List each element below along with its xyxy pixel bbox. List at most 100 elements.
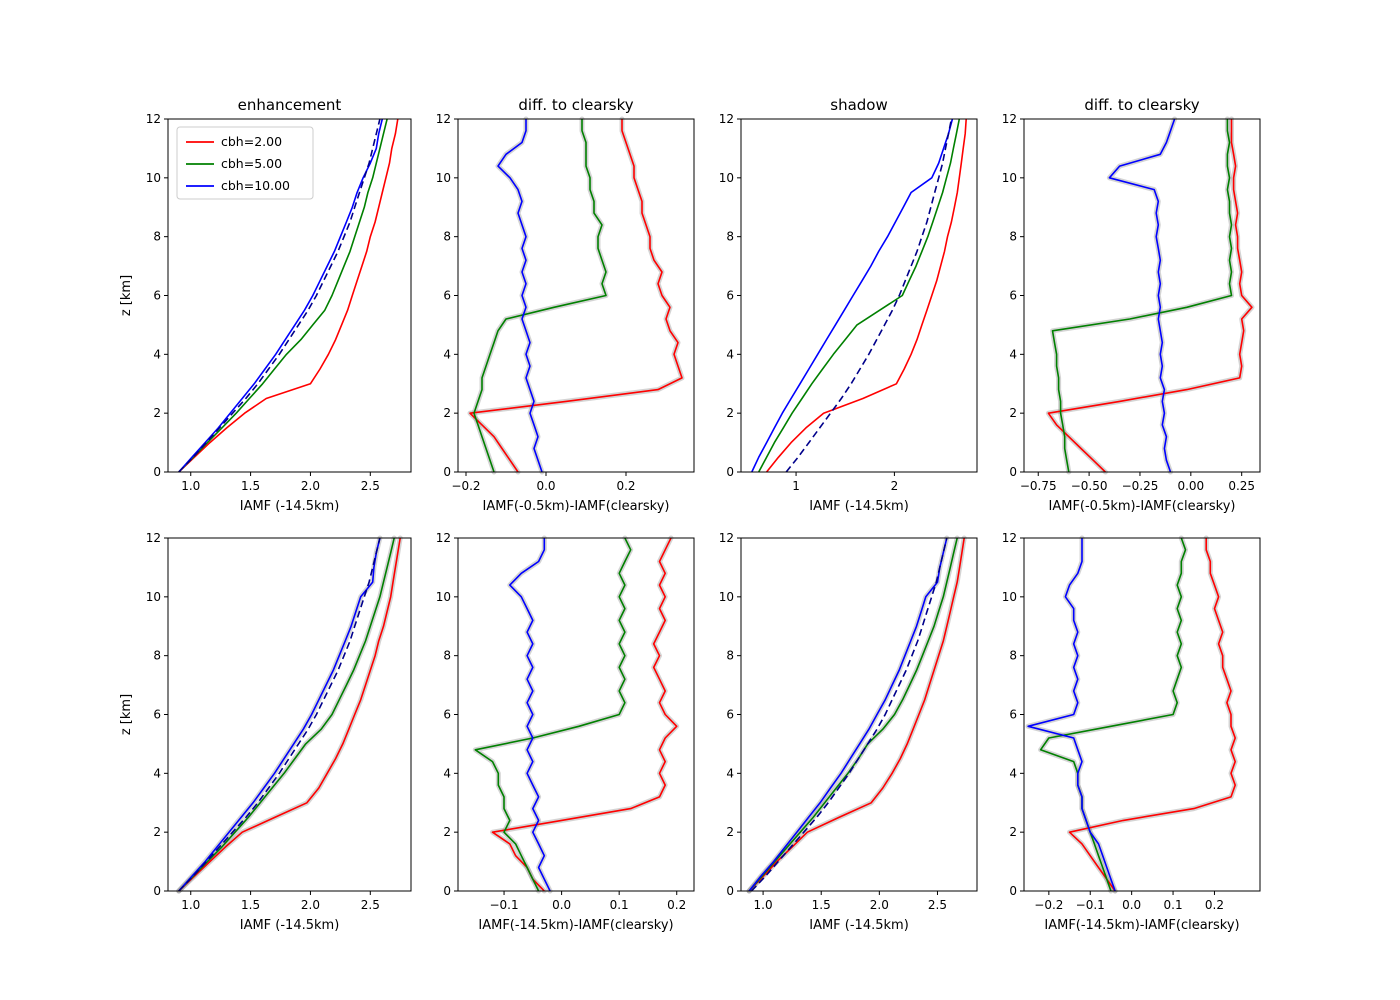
- axes-frame: [1023, 537, 1261, 892]
- x-tick-label: −0.2: [451, 479, 480, 493]
- series-cbh-2.00: [748, 537, 965, 892]
- x-tick-label: 0.2: [667, 898, 686, 912]
- x-tick-label: −0.1: [1076, 898, 1105, 912]
- x-axis-label: IAMF (-14.5km): [240, 499, 340, 514]
- band-cbh-10.00: [1106, 116, 1178, 475]
- y-tick-label: 10: [146, 171, 161, 185]
- y-tick-label: 10: [1002, 171, 1017, 185]
- legend-label: cbh=5.00: [221, 156, 282, 171]
- y-tick-label: 8: [443, 230, 451, 244]
- series-cbh-10.00: [509, 538, 551, 892]
- series-cbh-2.00: [1047, 119, 1253, 473]
- y-tick-label: 12: [436, 531, 451, 545]
- y-tick-label: 2: [153, 406, 161, 420]
- y-tick-label: 8: [153, 230, 161, 244]
- y-tick-label: 0: [726, 884, 734, 898]
- x-tick-label: 1.5: [241, 898, 260, 912]
- x-tick-label: 2.0: [301, 898, 320, 912]
- panel-enhancement-top: 1.0 1.5 2.0 2.5 0 2 4 6 8 10 12 enhancement IAMF (-1…: [119, 96, 412, 514]
- x-tick-label: 2.0: [301, 479, 320, 493]
- y-tick-label: 2: [1009, 825, 1017, 839]
- y-tick-label: 2: [1009, 406, 1017, 420]
- axes-frame: [167, 537, 412, 892]
- x-tick-label: −0.50: [1071, 479, 1108, 493]
- y-tick-label: 4: [726, 766, 734, 780]
- panel-diff-shadow-top: −0.75 −0.50 −0.25 0.00 0.25 0 2 4 6 8 10 12 diff. to…: [1002, 96, 1261, 514]
- x-tick-label: 0.25: [1228, 479, 1255, 493]
- panel-title: enhancement: [238, 96, 342, 114]
- series-cbh-2.00: [491, 537, 678, 892]
- series-clearsky: [178, 118, 381, 473]
- series-cbh-10.00: [178, 118, 384, 473]
- y-tick-label: 0: [153, 884, 161, 898]
- series-cbh-10.00: [1027, 538, 1116, 892]
- y-tick-label: 10: [436, 590, 451, 604]
- y-tick-label: 10: [719, 590, 734, 604]
- band-cbh-5.00: [746, 535, 960, 894]
- series-clearsky: [178, 537, 381, 892]
- y-tick-label: 0: [153, 465, 161, 479]
- x-axis-label: IAMF (-14.5km): [809, 499, 909, 514]
- series-cbh-5.00: [757, 118, 961, 473]
- y-tick-label: 12: [1002, 112, 1017, 126]
- panel-shadow-bottom: 1.0 1.5 2.0 2.5 0 2 4 6 8 10 12 IAMF (-14.5km): [719, 531, 978, 933]
- y-tick-label: 6: [443, 289, 451, 303]
- x-tick-label: 1.5: [241, 479, 260, 493]
- y-tick-label: 6: [153, 289, 161, 303]
- x-axis-label: IAMF(-0.5km)-IAMF(clearsky): [483, 499, 670, 514]
- y-tick-label: 10: [719, 171, 734, 185]
- y-tick-label: 12: [146, 112, 161, 126]
- y-tick-label: 10: [1002, 590, 1017, 604]
- x-tick-label: 2.5: [361, 898, 380, 912]
- x-tick-label: 0.0: [1122, 898, 1141, 912]
- y-tick-label: 8: [443, 649, 451, 663]
- y-tick-label: 4: [153, 766, 161, 780]
- series-clearsky: [785, 118, 953, 473]
- series-cbh-5.00: [178, 537, 395, 892]
- y-tick-label: 4: [443, 766, 451, 780]
- panel-enhancement-bottom: 1.0 1.5 2.0 2.5 0 2 4 6 8 10 12 IAMF (-14.5km) z [km…: [119, 531, 412, 933]
- legend: cbh=2.00 cbh=5.00 cbh=10.00: [176, 126, 314, 200]
- x-tick-label: 1.5: [812, 898, 831, 912]
- x-axis-label: IAMF (-14.5km): [809, 918, 909, 933]
- series-cbh-5.00: [748, 537, 958, 892]
- y-tick-label: 12: [146, 531, 161, 545]
- y-tick-label: 12: [436, 112, 451, 126]
- band-cbh-5.00: [176, 535, 397, 894]
- y-tick-label: 6: [1009, 708, 1017, 722]
- x-tick-label: 1: [792, 479, 800, 493]
- x-tick-label: −0.25: [1122, 479, 1159, 493]
- panel-title: diff. to clearsky: [1084, 96, 1199, 114]
- x-tick-label: 2.5: [361, 479, 380, 493]
- panel-title: shadow: [830, 96, 887, 114]
- y-tick-label: 4: [726, 347, 734, 361]
- y-tick-label: 6: [1009, 289, 1017, 303]
- y-tick-label: 12: [719, 531, 734, 545]
- band-cbh-5.00: [471, 116, 609, 475]
- y-tick-label: 4: [153, 347, 161, 361]
- series-clearsky: [750, 537, 948, 892]
- series-cbh-2.00: [178, 118, 399, 473]
- y-tick-label: 6: [443, 708, 451, 722]
- x-tick-label: 0.2: [616, 479, 635, 493]
- x-axis-label: IAMF(-14.5km)-IAMF(clearsky): [1044, 918, 1239, 933]
- x-tick-label: 0.1: [1164, 898, 1183, 912]
- axes-frame: [457, 118, 695, 473]
- series-cbh-5.00: [1051, 119, 1233, 473]
- legend-label: cbh=2.00: [221, 134, 282, 149]
- y-axis-label: z [km]: [119, 275, 134, 316]
- x-tick-label: 0.0: [552, 898, 571, 912]
- y-tick-label: 12: [719, 112, 734, 126]
- x-tick-label: −0.1: [489, 898, 518, 912]
- y-tick-label: 0: [1009, 884, 1017, 898]
- panel-diff-enhancement-bottom: −0.1 0.0 0.1 0.2 0 2 4 6 8 10 12 IAMF(-14.5km)-IAMF…: [436, 531, 695, 933]
- band-cbh-10.00: [176, 535, 383, 894]
- y-tick-label: 0: [1009, 465, 1017, 479]
- series-cbh-2.00: [765, 118, 967, 473]
- y-tick-label: 4: [1009, 347, 1017, 361]
- x-tick-label: 1.0: [181, 479, 200, 493]
- panel-diff-shadow-bottom: −0.2 −0.1 0.0 0.1 0.2 0 2 4 6 8 10 12 IAMF(-14.5km)-…: [1002, 531, 1261, 933]
- y-tick-label: 8: [726, 230, 734, 244]
- series-cbh-2.00: [1068, 538, 1236, 892]
